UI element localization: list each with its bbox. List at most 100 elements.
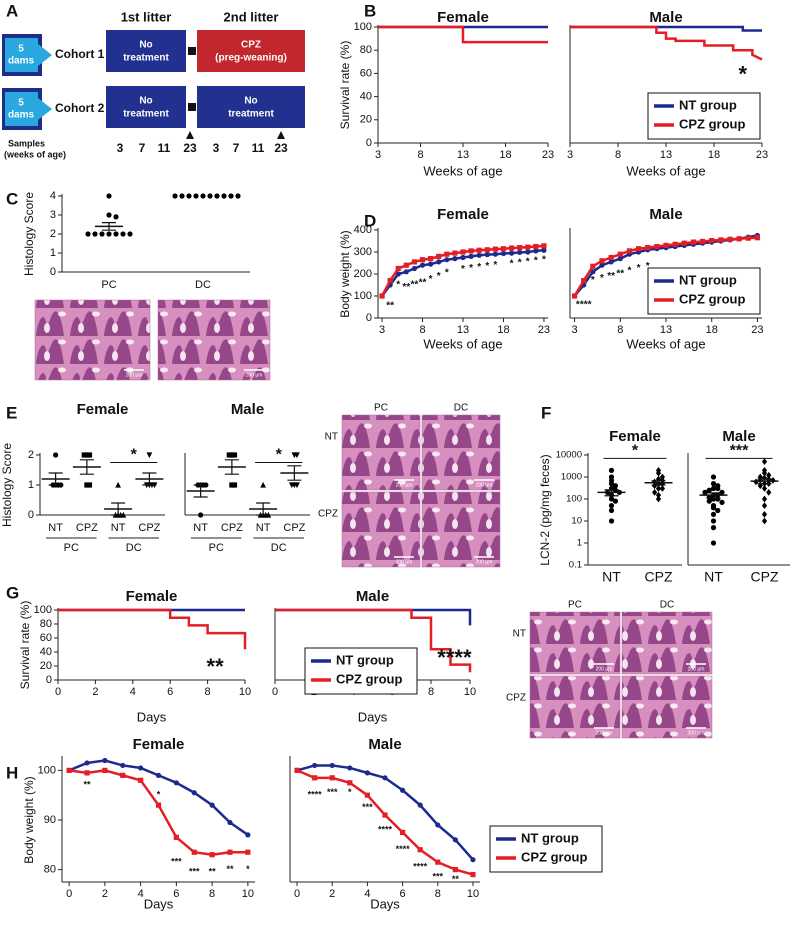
marker (382, 775, 388, 781)
marker (608, 518, 615, 524)
y-tick-label: 0.1 (569, 560, 582, 571)
panel-labels: A B C D E F G H (6, 1, 551, 782)
marker (470, 871, 476, 878)
treatment-text: No (244, 96, 257, 107)
histology-image (421, 414, 501, 491)
marker (533, 248, 539, 254)
x-tick-label: 4 (138, 888, 144, 900)
marker (435, 859, 441, 865)
scale-label: 200 µm (126, 372, 143, 378)
marker (245, 832, 251, 838)
marker (608, 503, 615, 509)
weaning-marker (188, 47, 196, 55)
y-tick-label: 40 (40, 646, 52, 658)
annotation: * (477, 262, 481, 273)
error-bar (604, 489, 619, 497)
y-tick-label: 2 (50, 228, 56, 240)
marker (492, 246, 498, 252)
annotation: * (600, 273, 604, 284)
marker (347, 765, 353, 771)
marker (761, 502, 768, 510)
y-tick-label: 40 (360, 91, 372, 103)
annotation: * (461, 264, 465, 275)
treatment-text: No (139, 96, 152, 107)
series-line (58, 608, 247, 650)
x-tick-label: 2 (92, 686, 98, 698)
x-tick-label: 6 (400, 888, 406, 900)
x-tick-label: 2 (329, 888, 335, 900)
marker (651, 478, 658, 486)
marker (710, 474, 717, 480)
annotation: * (526, 257, 530, 268)
x-tick-label: 10 (464, 686, 476, 698)
significance-label: * (632, 443, 639, 460)
chart-title: Female (133, 736, 185, 753)
x-tick-label: 18 (499, 149, 511, 161)
scale-label: 200 µm (596, 666, 613, 672)
marker (754, 235, 761, 241)
marker (761, 517, 768, 525)
chart-title: Female (609, 428, 661, 445)
image-column-label: DC (660, 600, 674, 611)
x-tick-label: 4 (130, 686, 136, 698)
marker (245, 849, 251, 855)
marker (395, 271, 401, 277)
significance-label: *** (730, 443, 749, 460)
marker (470, 857, 476, 863)
treatment-text: treatment (123, 109, 169, 120)
series-line (296, 769, 474, 876)
marker (612, 483, 619, 489)
marker (590, 263, 596, 269)
annotation: * (627, 265, 631, 276)
marker (710, 540, 717, 546)
sample-week: 7 (233, 141, 240, 155)
legend-label: CPZ group (679, 291, 745, 306)
x-tick-label: NT (111, 522, 126, 534)
sample-week: 23 (183, 141, 197, 155)
x-tick-label: 8 (205, 686, 211, 698)
annotation: * (542, 254, 546, 265)
y-tick-label: 1000 (561, 472, 582, 483)
design-diagram: 1st litter 2nd litter 5 dams Cohort 1 No… (2, 9, 305, 159)
x-axis-label: Days (137, 709, 167, 724)
histology-image (341, 414, 421, 491)
marker (710, 485, 717, 492)
y-tick-label: 0 (50, 266, 56, 278)
marker (541, 247, 547, 253)
marker (761, 510, 768, 518)
y-tick-label: 1 (577, 538, 582, 549)
marker (84, 482, 90, 488)
y-tick-label: 10000 (556, 450, 582, 461)
y-tick-label: 80 (44, 864, 56, 876)
x-tick-label: CPZ (751, 569, 779, 585)
sample-triangle (277, 131, 285, 139)
legend-box (489, 825, 603, 873)
x-tick-label: 13 (457, 324, 469, 336)
marker (411, 265, 418, 272)
marker (260, 481, 266, 488)
annotation: ** (226, 864, 234, 874)
marker (146, 452, 153, 459)
annotation: * (246, 864, 250, 874)
y-axis-label: Body weight (%) (338, 230, 352, 317)
marker (228, 193, 234, 199)
x-axis-label: Weeks of age (626, 163, 705, 178)
error-bar (48, 472, 63, 486)
marker (288, 482, 295, 489)
x-tick-label: 18 (706, 324, 718, 336)
y-tick-label: 3 (50, 209, 56, 221)
marker (761, 485, 768, 492)
chart-title: Male (356, 588, 389, 605)
treatment-text: treatment (228, 109, 274, 120)
treatment-text: No (139, 40, 152, 51)
marker (221, 193, 227, 199)
annotation: * (518, 258, 522, 269)
dam-arrow (5, 92, 52, 126)
image-row-label: NT (513, 629, 526, 640)
annotation: ** (419, 277, 427, 288)
marker (626, 248, 633, 254)
legend-label: CPZ group (679, 116, 745, 131)
marker (659, 473, 666, 481)
marker (655, 495, 662, 503)
